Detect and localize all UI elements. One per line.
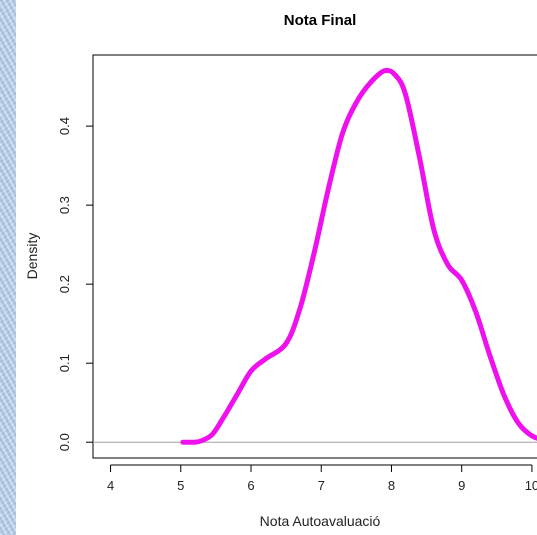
- x-tick-label: 6: [247, 478, 254, 493]
- chart-title: Nota Final: [284, 12, 357, 29]
- plot-frame: [92, 54, 537, 459]
- x-tick-label: 10: [525, 478, 537, 493]
- y-tick-label: 0.2: [57, 275, 72, 293]
- y-tick-label: 0.0: [57, 433, 72, 451]
- x-tick-label: 5: [177, 478, 184, 493]
- x-axis: 4 5 6 7 8 9 10: [107, 464, 537, 493]
- y-axis-label: Density: [24, 233, 40, 280]
- background-texture-strip: [0, 0, 16, 535]
- y-tick-label: 0.3: [57, 196, 72, 214]
- y-axis: 0.0 0.1 0.2 0.3 0.4: [57, 117, 93, 451]
- y-tick-label: 0.4: [57, 117, 72, 135]
- x-axis-label: Nota Autoavaluació: [260, 513, 381, 529]
- x-tick-label: 8: [388, 478, 395, 493]
- x-tick-label: 4: [107, 478, 114, 493]
- x-tick-label: 7: [318, 478, 325, 493]
- x-tick-label: 9: [458, 478, 465, 493]
- density-curve: [180, 67, 537, 445]
- y-tick-label: 0.1: [57, 354, 72, 372]
